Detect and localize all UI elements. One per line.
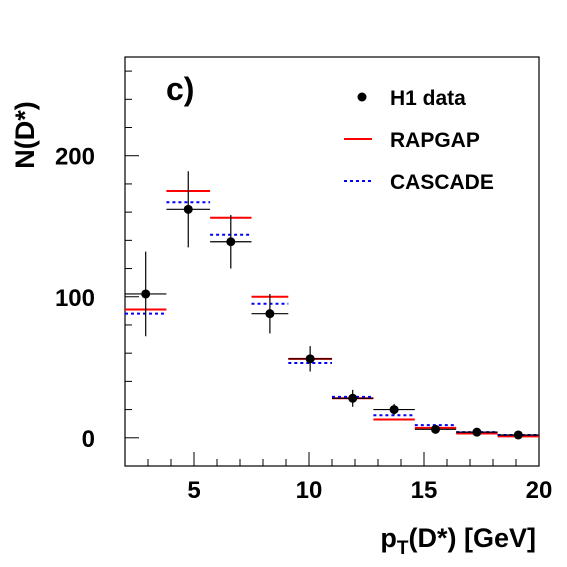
plot-frame xyxy=(124,56,540,467)
panel-label: c) xyxy=(166,71,194,107)
data-point xyxy=(183,204,193,214)
data-point xyxy=(389,405,399,415)
legend: H1 data RAPGAP CASCADE xyxy=(344,87,494,194)
x-tick-label: 20 xyxy=(526,477,553,504)
y-tick-label: 200 xyxy=(55,144,95,171)
data-point xyxy=(305,354,315,364)
data-point xyxy=(265,309,275,319)
legend-label: RAPGAP xyxy=(390,129,480,152)
data-point xyxy=(141,289,151,299)
y-tick-label: 0 xyxy=(82,426,95,453)
x-tick-label: 10 xyxy=(296,477,323,504)
x-axis-label-rest: (D*) [GeV] xyxy=(409,523,537,553)
data-point xyxy=(431,424,440,434)
x-axis-label-main: p xyxy=(380,523,397,553)
y-tick-labels: 0 100 200 xyxy=(55,144,95,453)
plot-area-border xyxy=(124,56,540,467)
data-point xyxy=(513,430,523,440)
x-tick-label: 15 xyxy=(411,477,438,504)
data-point xyxy=(226,237,236,247)
x-tick-labels: 5 10 15 20 xyxy=(187,477,552,504)
x-axis-label-sub: T xyxy=(397,538,409,559)
legend-label: CASCADE xyxy=(390,171,494,194)
data-points xyxy=(125,171,539,440)
data-point xyxy=(472,427,482,437)
x-tick-label: 5 xyxy=(187,477,200,504)
y-axis-label: N(D*) xyxy=(10,101,40,169)
legend-marker-h1 xyxy=(357,92,367,102)
data-point xyxy=(348,393,358,403)
y-tick-label: 100 xyxy=(55,285,95,312)
histograms xyxy=(125,189,539,438)
x-axis-label: pT(D*) [GeV] xyxy=(380,523,536,559)
legend-label: H1 data xyxy=(390,87,466,110)
axis-ticks xyxy=(125,70,540,467)
